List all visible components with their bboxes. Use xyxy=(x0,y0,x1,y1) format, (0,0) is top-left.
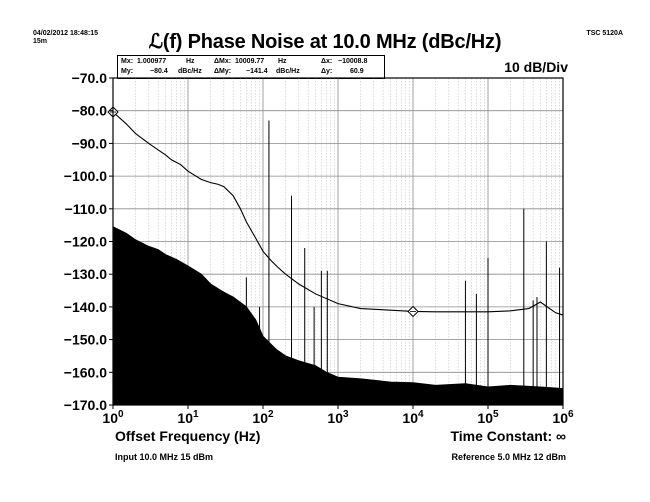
mx-value: 1.000977 xyxy=(137,58,167,65)
my-unit: dBc/Hz xyxy=(178,68,202,75)
y-tick-label: −170.0 xyxy=(64,397,107,413)
timestamp: 04/02/2012 18:48:15 15m xyxy=(33,30,98,46)
x-tick-label: 106 xyxy=(552,409,574,426)
instrument-model: TSC 5120A xyxy=(586,30,623,37)
y-tick-label: −130.0 xyxy=(64,266,107,282)
phase-noise-trace-layer xyxy=(112,111,564,316)
dy-label: Δy: xyxy=(321,68,333,75)
x-tick-label: 104 xyxy=(402,409,424,426)
timestamp-date: 04/02/2012 18:48:15 xyxy=(33,30,98,37)
y-axis-ticks: −70.0 −80.0 −90.0 −100.0 −110.0 −120.0 −130.0 −… xyxy=(64,70,113,413)
marker-readout: Mx: 1.000977 Hz ΔMx: 10009.77 Hz Δx: −10… xyxy=(117,55,385,79)
dmy-value: −141.4 xyxy=(246,68,268,75)
dmx-value: 10009.77 xyxy=(235,58,265,65)
x-tick-label: 101 xyxy=(177,409,199,426)
dy-value: 60.9 xyxy=(350,68,364,75)
scale-label: 10 dB/Div xyxy=(504,59,568,75)
dx-label: Δx: xyxy=(321,58,333,65)
y-tick-label: −140.0 xyxy=(64,299,107,315)
timestamp-duration: 15m xyxy=(33,38,48,45)
y-tick-label: −90.0 xyxy=(72,135,108,151)
x-tick-label: 105 xyxy=(477,409,499,426)
y-tick-label: −110.0 xyxy=(65,201,108,217)
y-tick-label: −160.0 xyxy=(64,364,107,380)
x-tick-label: 102 xyxy=(252,409,274,426)
my-label: My: xyxy=(121,68,134,75)
marker-readout-row-y: My: −80.4 dBc/Hz ΔMy: −141.4 dBc/Hz Δy: … xyxy=(118,67,384,77)
spur-layer xyxy=(245,120,561,405)
phase-noise-trace xyxy=(112,111,564,316)
y-tick-label: −100.0 xyxy=(64,168,107,184)
x-axis-ticks: 100 101 102 103 104 105 106 xyxy=(102,405,574,426)
dmx-unit: Hz xyxy=(278,58,287,65)
x-tick-label: 100 xyxy=(102,409,124,426)
noise-floor-area xyxy=(112,225,564,406)
noise-floor-layer xyxy=(112,225,564,406)
y-tick-label: −120.0 xyxy=(64,234,107,250)
y-tick-label: −80.0 xyxy=(72,103,108,119)
chart-title: ℒ(f) Phase Noise at 10.0 MHz (dBc/Hz) xyxy=(148,31,502,53)
dmy-label: ΔMy: xyxy=(214,68,232,75)
y-tick-label: −150.0 xyxy=(64,332,107,348)
x-tick-label: 103 xyxy=(327,409,349,426)
dx-value: −10008.8 xyxy=(338,58,368,65)
x-axis-label: Offset Frequency (Hz) xyxy=(115,428,261,444)
time-constant-label: Time Constant: ∞ xyxy=(450,428,566,444)
reference-info: Reference 5.0 MHz 12 dBm xyxy=(451,452,566,462)
dmx-label: ΔMx: xyxy=(214,58,232,65)
my-value: −80.4 xyxy=(150,68,168,75)
input-info: Input 10.0 MHz 15 dBm xyxy=(115,452,214,462)
mx-unit: Hz xyxy=(186,58,195,65)
dmy-unit: dBc/Hz xyxy=(276,68,300,75)
marker-readout-row-x: Mx: 1.000977 Hz ΔMx: 10009.77 Hz Δx: −10… xyxy=(118,57,384,67)
y-tick-label: −70.0 xyxy=(72,70,108,86)
mx-label: Mx: xyxy=(121,58,134,65)
